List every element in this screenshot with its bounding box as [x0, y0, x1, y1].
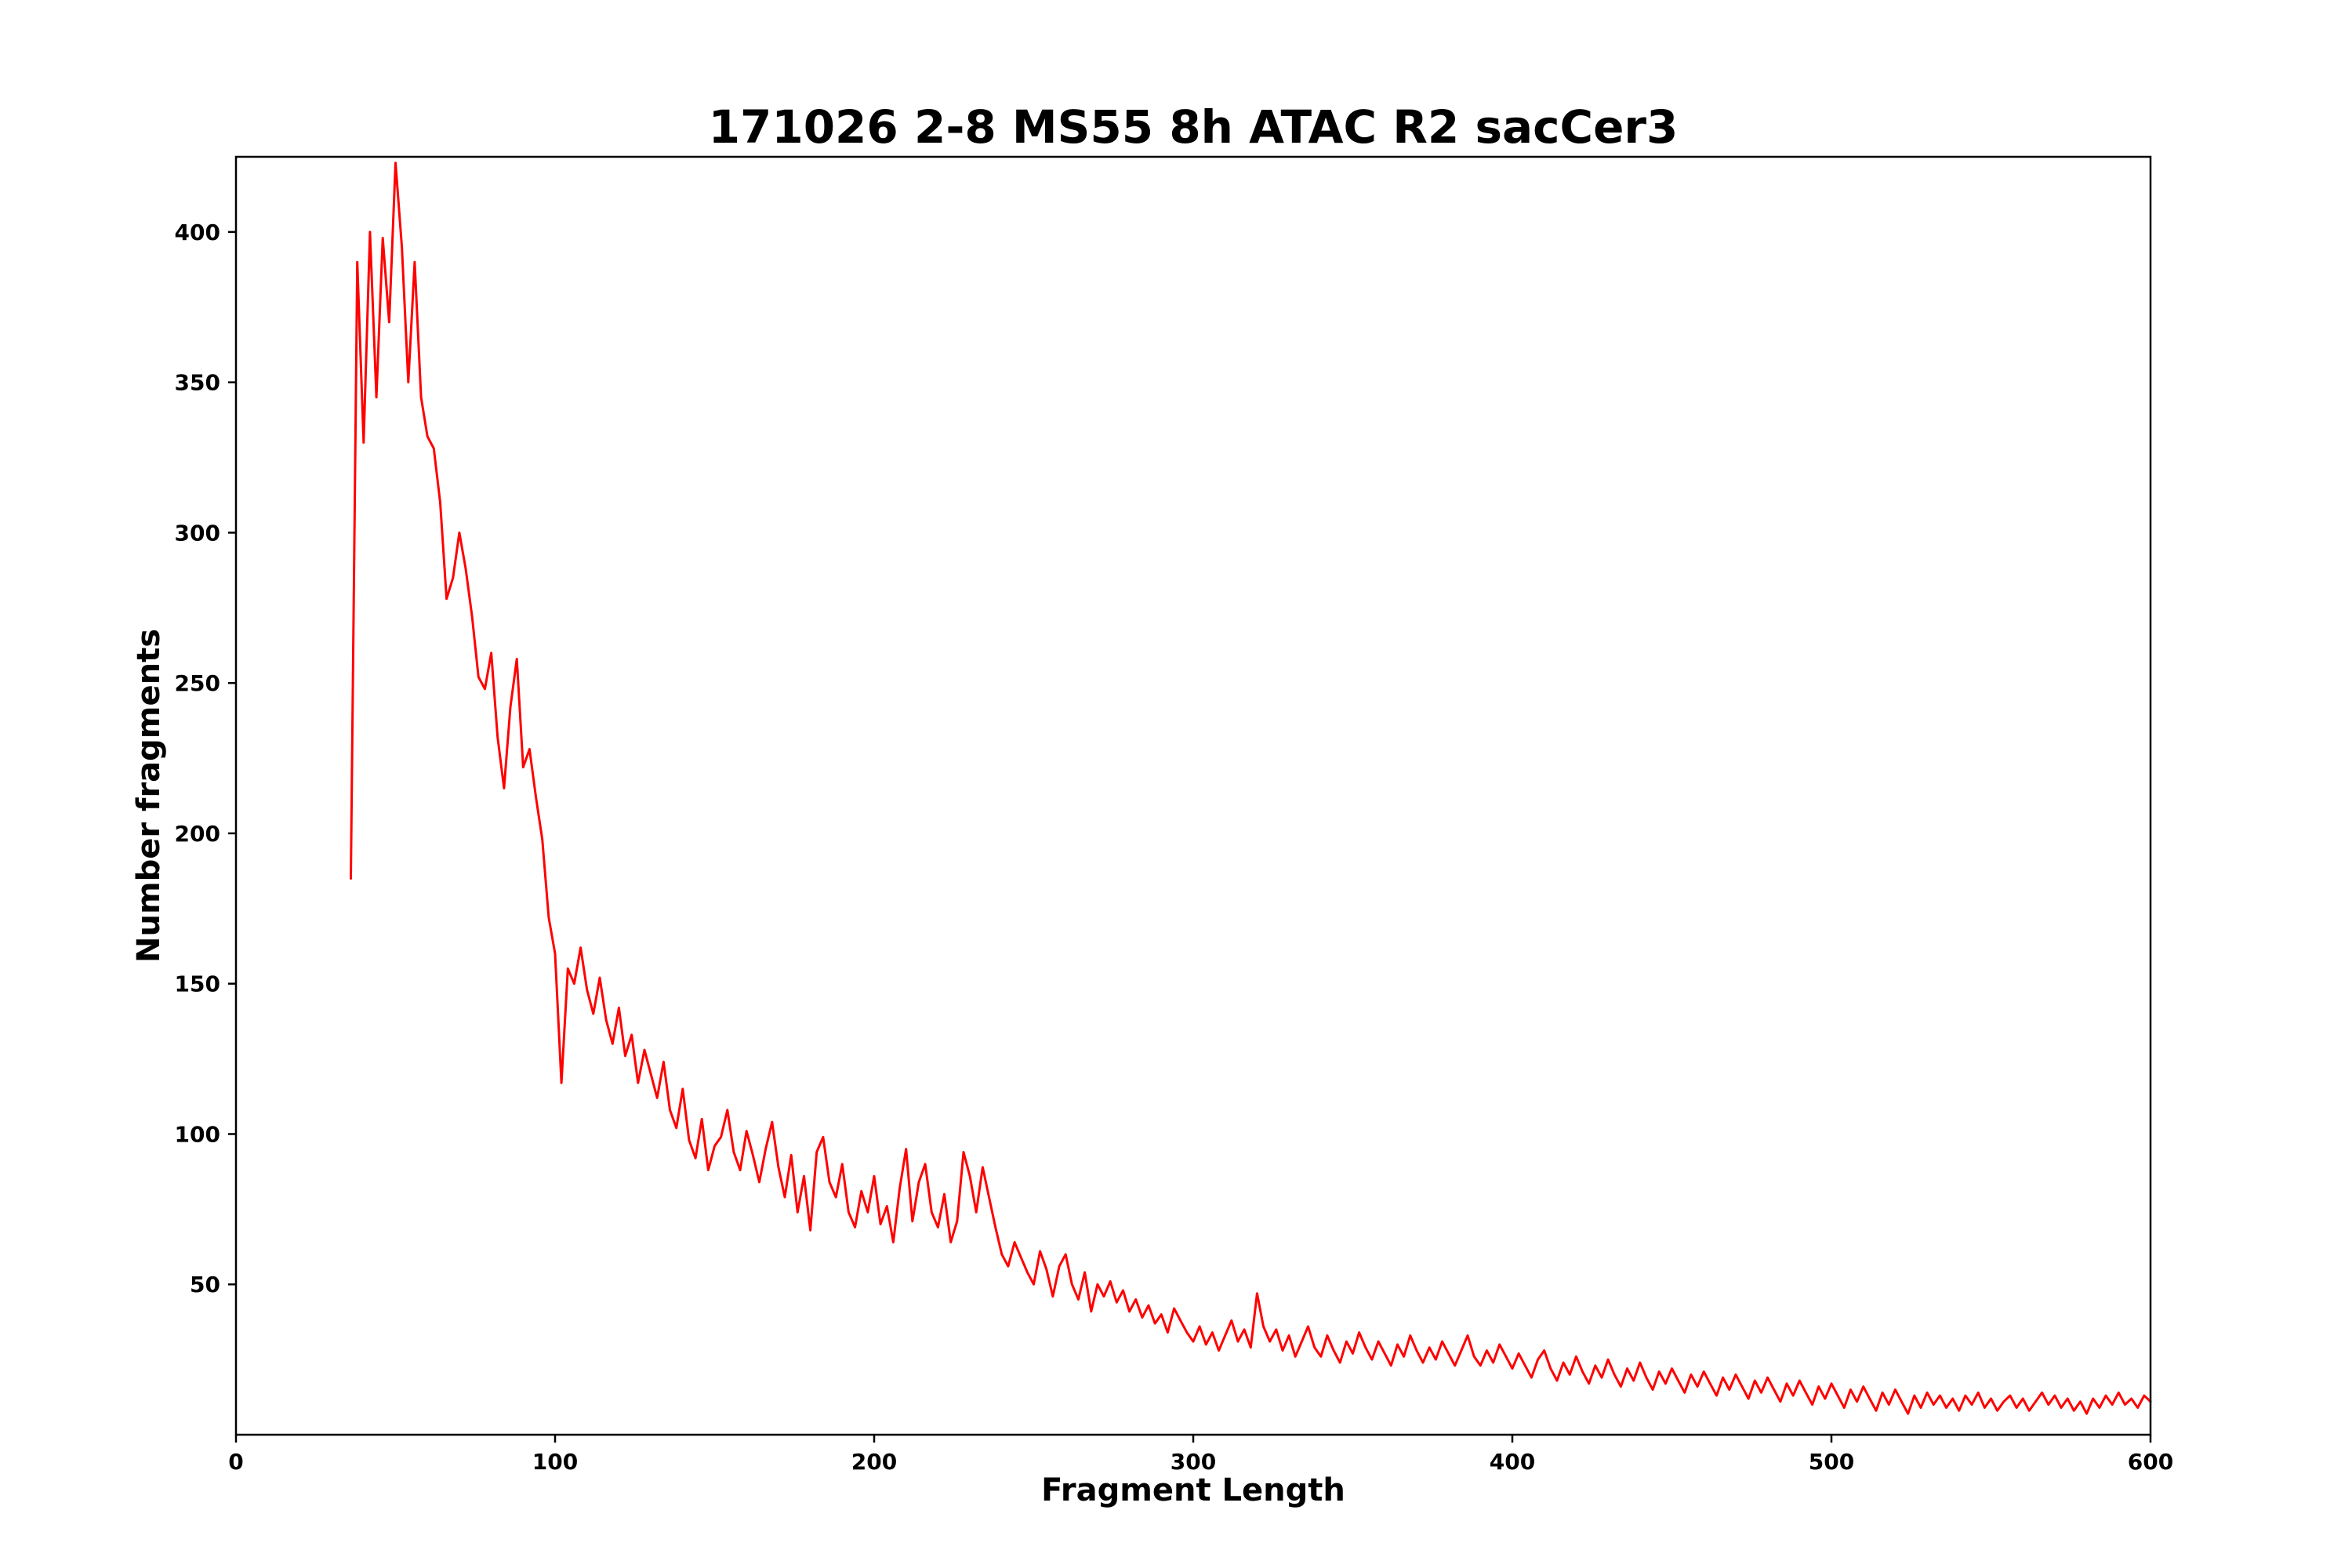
x-tick-label: 600 [2128, 1449, 2173, 1475]
y-tick-label: 400 [175, 220, 220, 245]
x-tick-label: 500 [1809, 1449, 1854, 1475]
fragment-length-line [350, 162, 2152, 1415]
x-axis-label: Fragment Length [1041, 1472, 1345, 1508]
plot-frame [234, 155, 2152, 1436]
x-tick-label: 400 [1490, 1449, 1535, 1475]
x-tick-label: 0 [228, 1449, 243, 1475]
x-tick-label: 300 [1171, 1449, 1216, 1475]
y-tick-label: 250 [175, 670, 220, 696]
y-tick-label: 300 [175, 520, 220, 546]
y-tick-label: 50 [190, 1272, 220, 1298]
chart-title: 171026 2-8 MS55 8h ATAC R2 sacCer3 [708, 100, 1679, 154]
x-tick-label: 100 [532, 1449, 578, 1475]
y-tick-label: 150 [175, 971, 220, 997]
y-tick-label: 350 [175, 370, 220, 396]
y-tick-label: 100 [175, 1121, 220, 1147]
x-tick-label: 200 [851, 1449, 897, 1475]
y-tick-label: 200 [175, 821, 220, 847]
